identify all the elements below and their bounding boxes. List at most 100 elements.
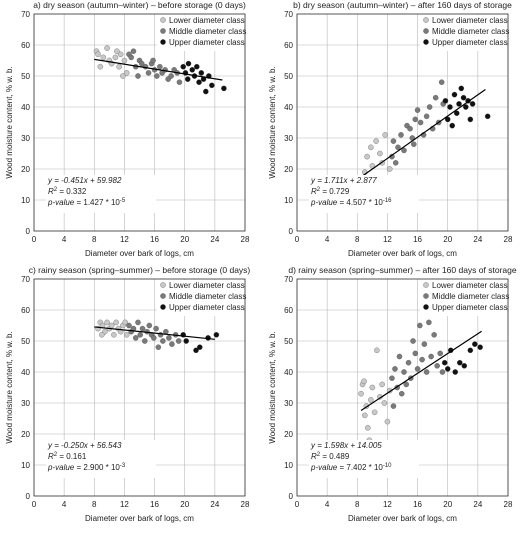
y-tick-label: 10 — [21, 461, 30, 470]
x-tick-label: 4 — [62, 500, 67, 509]
plot-frame — [33, 13, 246, 232]
data-point — [114, 48, 120, 54]
y-tick-label: 20 — [284, 430, 293, 439]
y-tick-label: 30 — [284, 399, 293, 408]
data-point — [183, 338, 189, 344]
x-tick-label: 8 — [355, 235, 360, 244]
data-point — [419, 356, 425, 363]
data-point — [395, 144, 401, 151]
legend-label: Upper diameter class — [169, 38, 245, 47]
p-label: p-value — [310, 463, 338, 472]
data-point — [373, 138, 379, 144]
data-point — [403, 381, 410, 388]
data-point — [123, 70, 130, 76]
stats-box — [46, 175, 156, 213]
data-point — [193, 347, 199, 354]
r-squared: R2 = 0.161 — [48, 452, 87, 461]
y-tick-label: 30 — [284, 134, 293, 143]
data-point — [198, 70, 205, 76]
p-value-text: = 2.900 * 10 — [74, 463, 120, 472]
data-point — [196, 79, 202, 85]
data-point — [414, 107, 421, 113]
p-value: p-value = 2.900 * 10-3 — [47, 463, 126, 472]
x-axis-label: Diameter over bark of logs, cm — [348, 514, 457, 523]
data-point — [458, 85, 465, 92]
data-point — [417, 119, 424, 126]
data-point — [97, 63, 104, 70]
data-point — [160, 338, 166, 344]
y-tick-label: 20 — [284, 165, 293, 174]
legend-label: Middle diameter class — [432, 27, 509, 36]
data-point — [392, 160, 399, 166]
legend-label: Lower diameter class — [432, 281, 508, 290]
data-point — [384, 418, 391, 425]
r-squared: R2 = 0.729 — [311, 187, 350, 196]
fit-line — [360, 330, 482, 411]
y-tick-label: 50 — [21, 337, 30, 346]
data-point — [414, 366, 421, 372]
y-tick-label: 0 — [289, 492, 294, 501]
y-tick-label: 40 — [284, 103, 293, 112]
legend-marker — [160, 28, 166, 34]
y-tick-label: 0 — [26, 492, 31, 501]
x-tick-label: 20 — [443, 235, 452, 244]
fit-line — [94, 326, 215, 340]
data-point — [452, 369, 458, 375]
p-value: p-value = 7.402 * 10-10 — [310, 463, 392, 472]
data-point — [139, 325, 146, 332]
y-tick-label: 50 — [21, 72, 30, 81]
r-squared: R2 = 0.332 — [48, 187, 87, 196]
data-point — [426, 319, 432, 326]
data-point — [412, 116, 419, 123]
y-tick-label: 60 — [284, 306, 293, 315]
data-point — [153, 325, 159, 332]
data-point — [120, 73, 126, 79]
data-point — [410, 338, 416, 344]
data-point — [390, 403, 397, 409]
fit-line — [356, 88, 486, 181]
panel-title: b) dry season (autumn–winter) – after 16… — [293, 0, 512, 10]
data-point — [154, 73, 160, 79]
data-point — [377, 150, 383, 157]
y-tick-label: 70 — [21, 10, 30, 19]
data-point — [369, 384, 376, 391]
y-tick-label: 50 — [284, 72, 293, 81]
data-point — [469, 101, 476, 107]
x-tick-label: 8 — [92, 235, 97, 244]
data-point — [412, 350, 419, 357]
data-point — [444, 116, 451, 123]
data-point — [434, 363, 440, 369]
y-tick-label: 70 — [21, 275, 30, 284]
fit-equation: y = 1.598x + 14.005 — [310, 441, 382, 450]
data-point — [401, 147, 407, 154]
data-point — [423, 113, 430, 120]
data-point — [197, 344, 203, 350]
stats-box — [309, 440, 419, 478]
legend-marker — [423, 39, 429, 45]
panel-title: a) dry season (autumn–winter) – before s… — [33, 0, 246, 10]
data-point — [112, 54, 119, 61]
data-point — [209, 82, 215, 89]
legend-marker — [423, 28, 429, 34]
data-point — [401, 369, 407, 375]
data-point — [358, 390, 364, 397]
x-tick-label: 12 — [383, 235, 392, 244]
data-point — [405, 359, 412, 366]
data-point — [175, 338, 182, 344]
data-point — [117, 51, 124, 58]
data-point — [477, 344, 483, 350]
data-point — [374, 347, 380, 354]
y-tick-label: 10 — [21, 196, 30, 205]
r-label: R — [48, 187, 54, 196]
y-tick-label: 60 — [284, 41, 293, 50]
data-point — [137, 332, 144, 338]
r-exp: 2 — [317, 187, 321, 193]
data-point — [184, 76, 191, 82]
legend-label: Lower diameter class — [169, 16, 245, 25]
y-tick-label: 60 — [21, 41, 30, 50]
data-point — [361, 378, 367, 385]
data-point — [189, 67, 195, 73]
x-tick-label: 16 — [413, 500, 422, 509]
plot-frame — [296, 13, 509, 232]
x-axis-label: Diameter over bark of logs, cm — [348, 249, 457, 258]
